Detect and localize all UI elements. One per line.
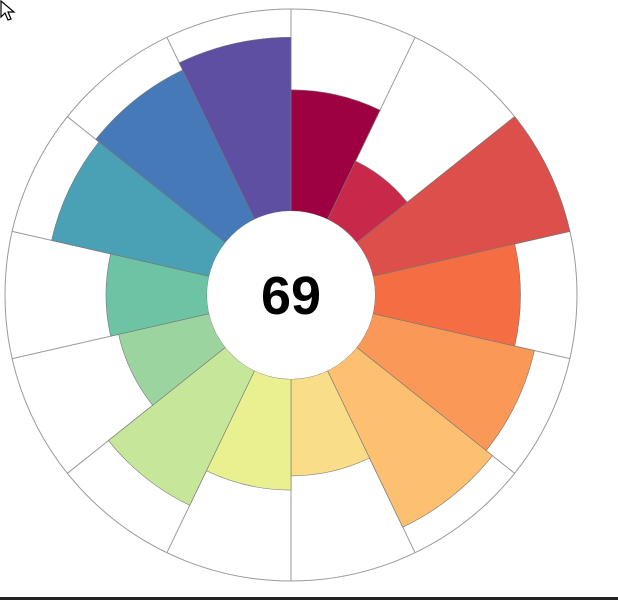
slice-layer <box>51 36 571 528</box>
arrow-cursor-icon <box>0 0 16 21</box>
center-value-label: 69 <box>261 266 321 326</box>
center-hole <box>207 211 375 379</box>
bottom-border <box>0 597 618 600</box>
